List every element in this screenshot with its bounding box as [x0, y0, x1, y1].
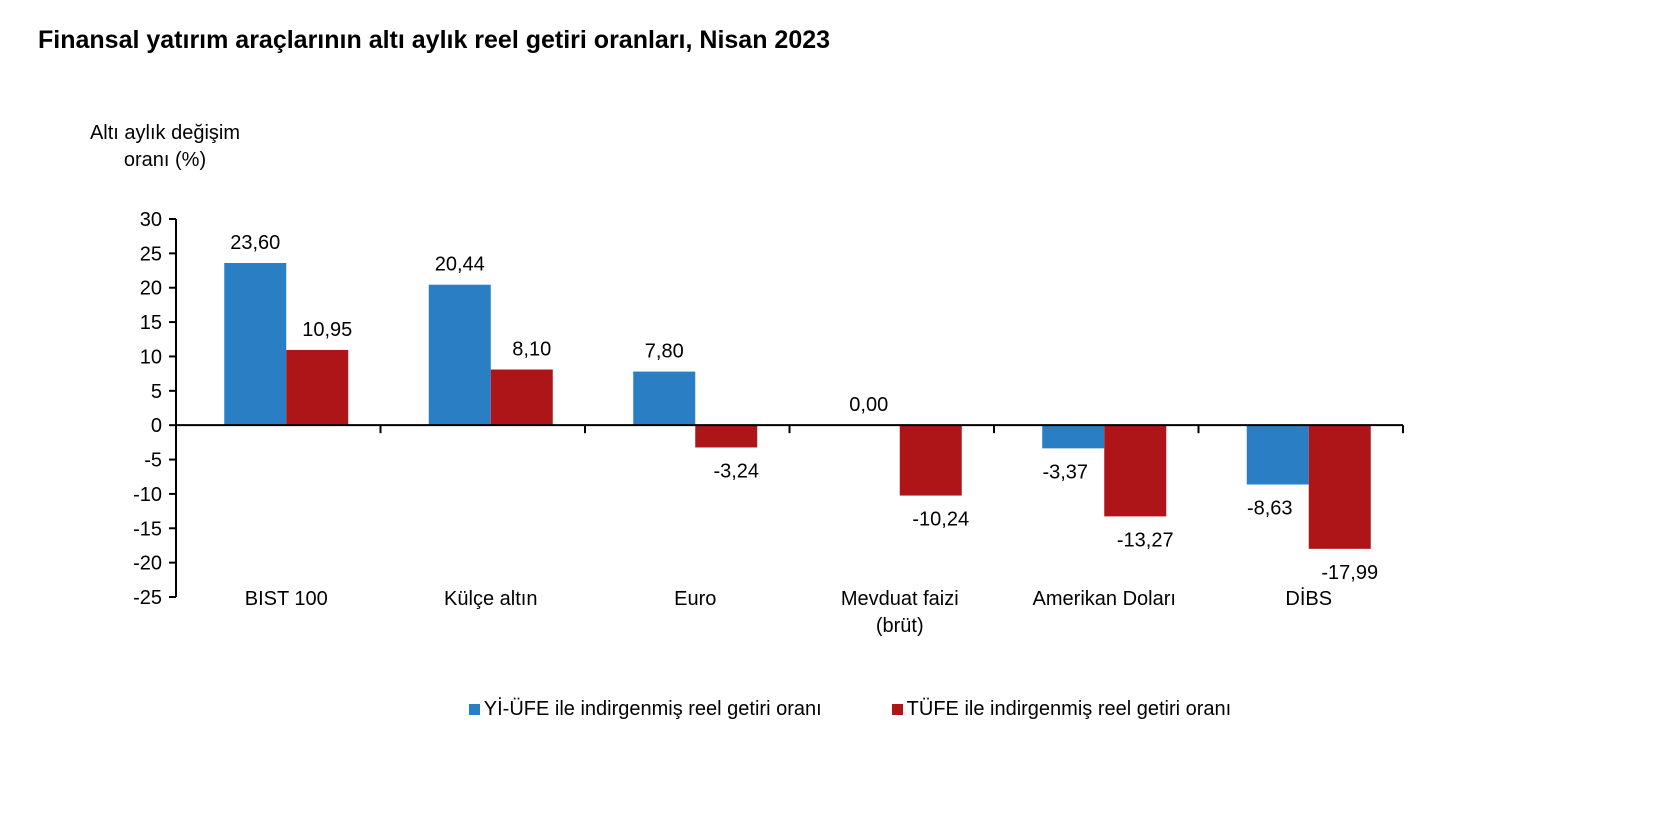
category-label: Amerikan Doları [1033, 588, 1176, 610]
bar-tufe [1104, 425, 1167, 517]
y-axis-label-line: Altı aylık değişim [89, 122, 241, 144]
y-tick-label: 25 [140, 243, 162, 265]
bar-yiufe [633, 371, 696, 426]
data-label: 23,60 [230, 232, 280, 254]
bar-yiufe [1246, 425, 1309, 485]
data-label: -17,99 [1321, 562, 1378, 584]
bar-yiufe [428, 284, 491, 426]
category-label: Külçe altın [444, 588, 537, 610]
legend-swatch [891, 704, 903, 715]
legend-label: TÜFE ile indirgenmiş reel getiri oranı [906, 698, 1232, 720]
data-label: -10,24 [912, 509, 969, 531]
bar-tufe [695, 425, 758, 448]
y-tick-label: 5 [151, 381, 162, 403]
data-label: -13,27 [1117, 529, 1174, 551]
category-label: Mevduat faizi [841, 588, 959, 610]
y-tick-label: 30 [140, 209, 162, 231]
bar-yiufe [1042, 425, 1105, 449]
y-tick-label: -5 [144, 450, 162, 472]
y-axis-label: Altı aylık değişim oranı (%) [60, 120, 270, 174]
y-tick-label: -10 [133, 484, 162, 506]
legend-label: Yİ-ÜFE ile indirgenmiş reel getiri oranı [483, 698, 822, 720]
bar-tufe [1308, 425, 1371, 549]
legend: Yİ-ÜFE ile indirgenmiş reel getiri oranı… [0, 698, 1660, 721]
data-label: 0,00 [849, 394, 888, 416]
data-label: 20,44 [435, 254, 485, 276]
y-tick-label: 0 [151, 415, 162, 437]
bar-tufe [286, 349, 349, 426]
data-label: 8,10 [512, 339, 551, 361]
data-label: 10,95 [302, 319, 352, 341]
category-label: BIST 100 [245, 588, 328, 610]
bar-tufe [899, 425, 962, 496]
y-tick-label: -15 [133, 518, 162, 540]
y-axis-label-line: oranı (%) [123, 149, 207, 171]
bar-yiufe [224, 262, 287, 426]
category-label: Euro [674, 588, 716, 610]
category-label: (brüt) [876, 615, 924, 637]
y-tick-label: -25 [133, 587, 162, 609]
legend-item: TÜFE ile indirgenmiş reel getiri oranı [891, 698, 1232, 721]
y-tick-label: 20 [140, 278, 162, 300]
y-tick-label: 10 [140, 346, 162, 368]
category-label: DİBS [1285, 587, 1332, 610]
data-label: 7,80 [645, 341, 684, 363]
legend-item: Yİ-ÜFE ile indirgenmiş reel getiri oranı [468, 698, 822, 721]
y-tick-label: -20 [133, 553, 162, 575]
data-label: -3,37 [1042, 461, 1088, 483]
data-label: -3,24 [713, 460, 759, 482]
y-tick-label: 15 [140, 312, 162, 334]
data-label: -8,63 [1247, 497, 1293, 519]
bar-tufe [490, 369, 553, 426]
legend-swatch [468, 704, 480, 715]
chart-title: Finansal yatırım araçlarının altı aylık … [38, 26, 831, 54]
